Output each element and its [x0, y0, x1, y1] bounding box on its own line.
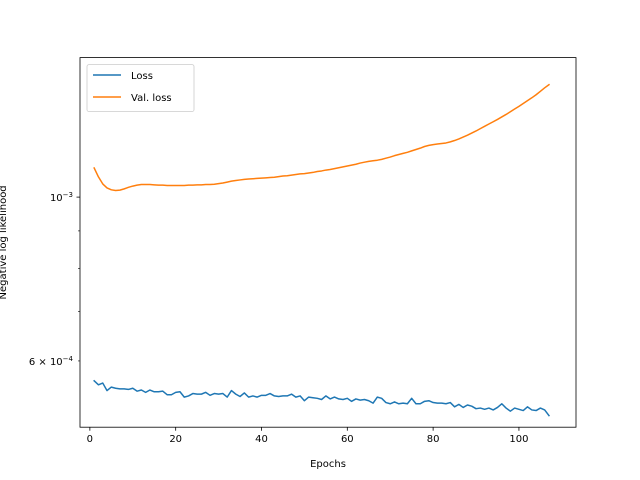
series-line-val-loss	[93, 83, 551, 192]
y-minor-tick-label: 6 × 10−4	[29, 355, 74, 368]
plot-lines	[93, 83, 551, 417]
legend-label-val-loss: Val. loss	[131, 93, 172, 104]
x-axis-label: Epochs	[310, 459, 346, 470]
x-tick-label: 20	[169, 434, 182, 445]
x-tick-label: 60	[341, 434, 354, 445]
legend: Loss Val. loss	[86, 64, 195, 112]
legend-label-loss: Loss	[131, 71, 153, 82]
y-major-tick-label: 10−3	[50, 191, 73, 204]
legend-box	[86, 64, 195, 112]
plot-frame	[79, 57, 577, 428]
x-tick-label: 100	[509, 434, 528, 445]
y-axis-label: Negative log likelihood	[0, 185, 9, 299]
series-line-loss	[93, 379, 551, 417]
x-tick-label: 0	[87, 434, 93, 445]
x-tick-label: 40	[255, 434, 268, 445]
axis-ticks: 0 20 40 60 80 100 10−3 6 × 10−4	[29, 191, 529, 445]
x-tick-label: 80	[427, 434, 440, 445]
